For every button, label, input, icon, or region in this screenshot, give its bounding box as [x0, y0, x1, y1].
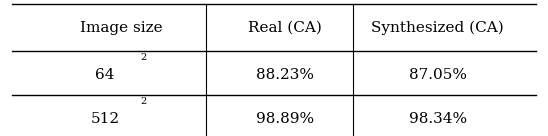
Text: 2: 2	[140, 97, 146, 106]
Text: 88.23%: 88.23%	[256, 68, 314, 82]
Text: 64: 64	[95, 68, 115, 82]
Text: 512: 512	[90, 112, 119, 126]
Text: Image size: Image size	[80, 21, 163, 35]
Text: 98.89%: 98.89%	[256, 112, 314, 126]
Text: Real (CA): Real (CA)	[248, 21, 322, 35]
Text: 2: 2	[140, 53, 146, 62]
Text: 98.34%: 98.34%	[408, 112, 467, 126]
Text: Synthesized (CA): Synthesized (CA)	[371, 21, 504, 35]
Text: 87.05%: 87.05%	[409, 68, 466, 82]
